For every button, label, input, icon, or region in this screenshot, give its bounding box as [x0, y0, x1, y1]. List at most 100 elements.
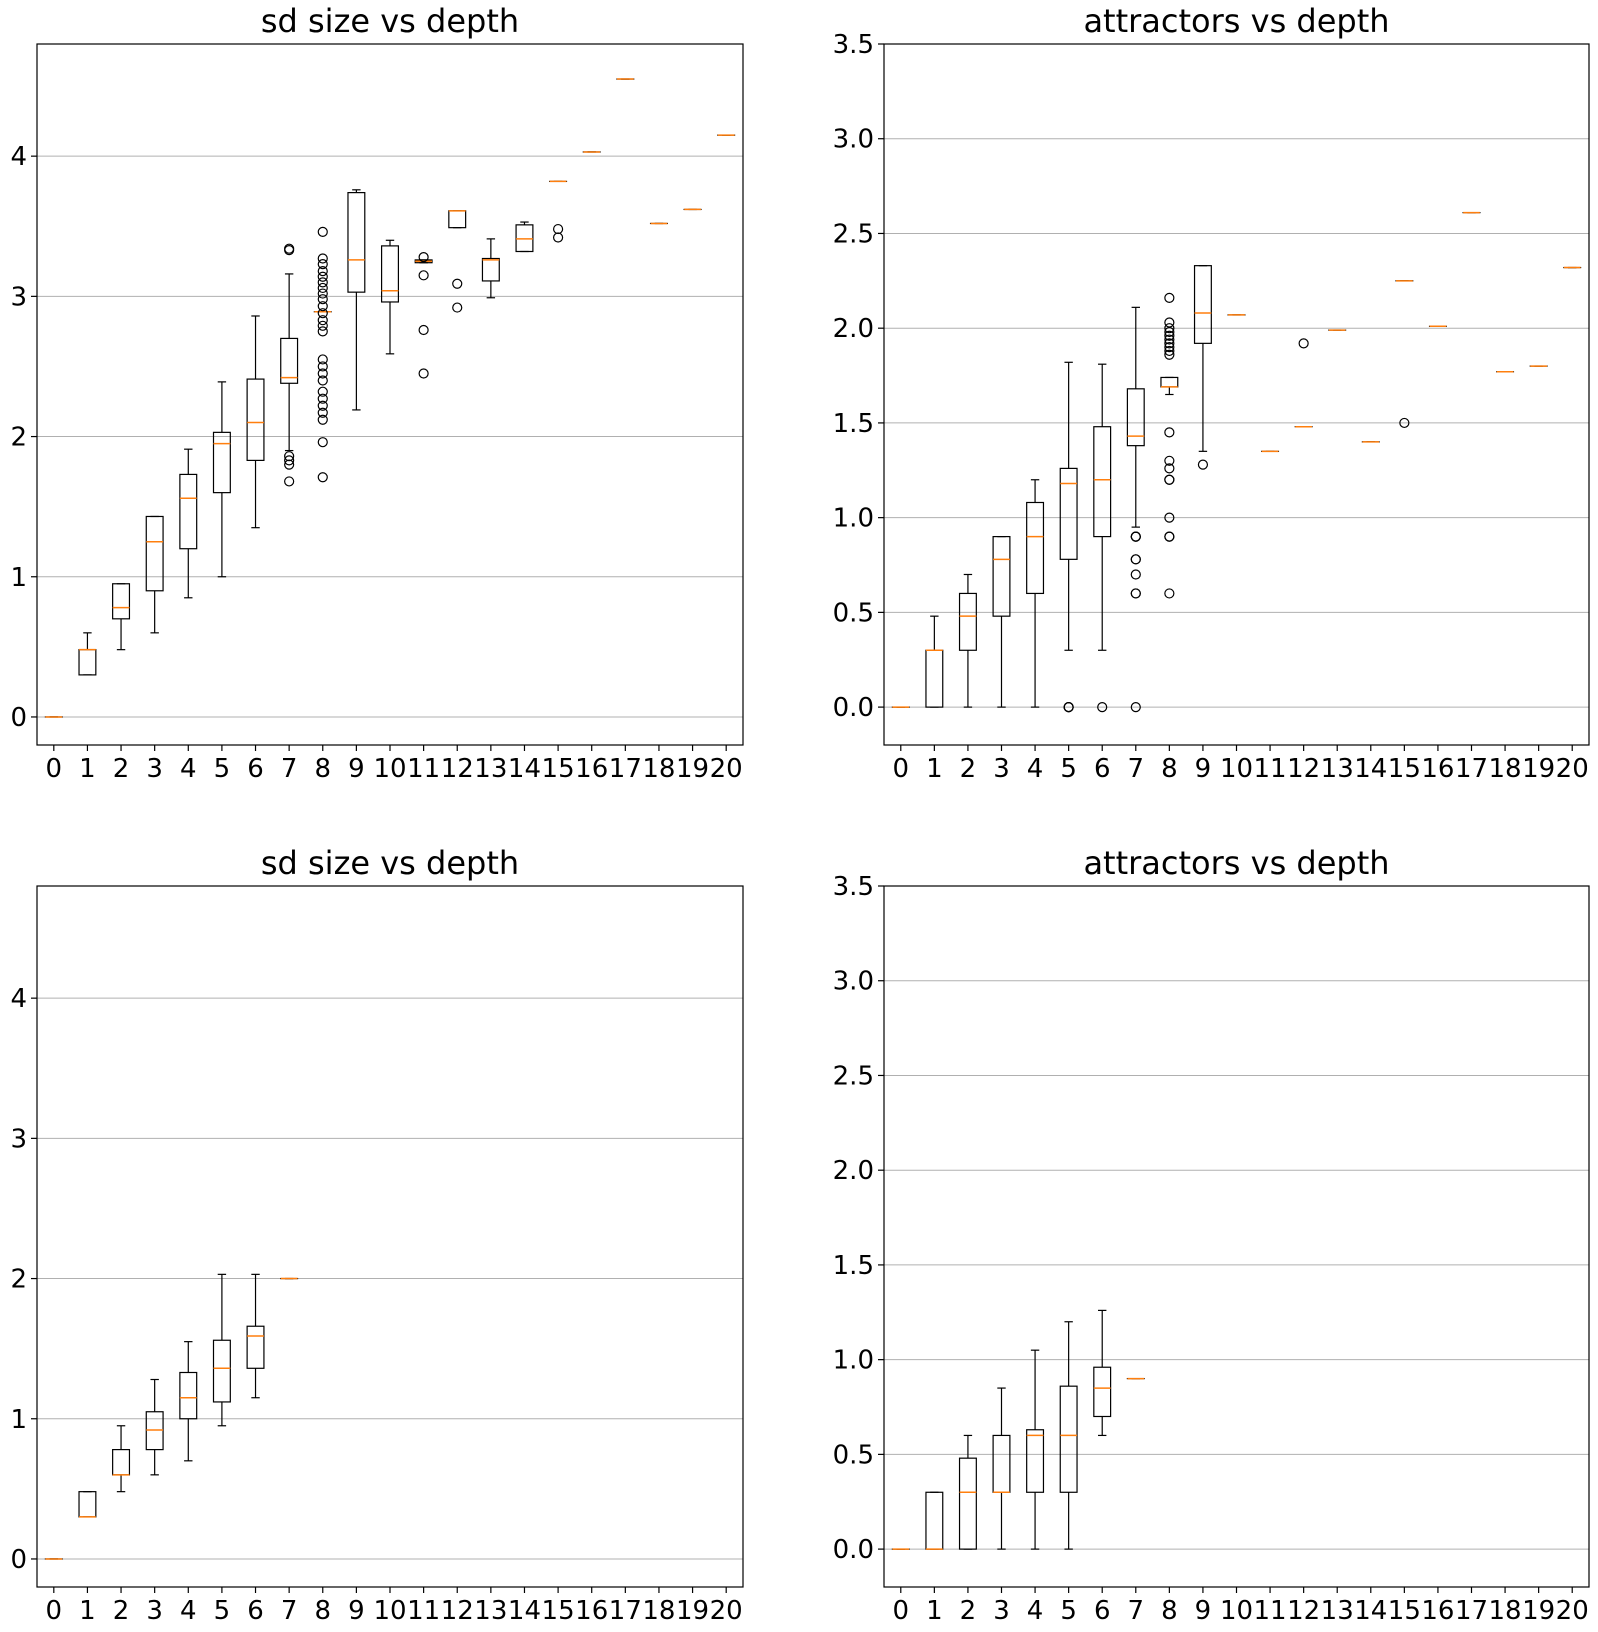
box-4 — [179, 1341, 198, 1462]
x-tick-label: 6 — [247, 1596, 264, 1626]
box-body — [448, 210, 467, 229]
box-5 — [212, 1273, 231, 1427]
x-tick-label: 3 — [146, 1596, 163, 1626]
flier-point — [452, 302, 463, 313]
y-tick-label: 1.5 — [833, 1251, 874, 1281]
flier-point — [552, 232, 564, 243]
x-tick-label: 4 — [1027, 1596, 1044, 1626]
flier-point — [317, 253, 328, 264]
x-tick-label: 15 — [542, 754, 575, 784]
chart-title: attractors vs depth — [1083, 2, 1389, 40]
flier-point — [317, 437, 328, 448]
box-12 — [1294, 338, 1313, 428]
flier-point — [1164, 330, 1175, 341]
x-tick-label: 13 — [1321, 1596, 1354, 1626]
x-tick-label: 17 — [609, 1596, 642, 1626]
x-tick-label: 20 — [1556, 754, 1589, 784]
x-tick-label: 10 — [1220, 754, 1253, 784]
x-tick-label: 14 — [508, 1596, 541, 1626]
x-tick-label: 11 — [407, 1596, 440, 1626]
y-tick-label: 2.5 — [833, 1061, 874, 1091]
flier-point — [317, 375, 328, 386]
x-tick-label: 7 — [281, 754, 298, 784]
box-2 — [958, 573, 977, 708]
box-body — [246, 378, 265, 461]
chart-panel-1: 0.00.51.01.52.02.53.03.50 1 2 3 4 5 6 7 8 9 10 11 12… — [833, 2, 1590, 784]
box-body — [1026, 1429, 1045, 1493]
box-body — [246, 1325, 265, 1369]
x-tick-label: 12 — [1287, 754, 1320, 784]
y-tick-label: 1.0 — [833, 504, 874, 534]
flier-point — [418, 324, 429, 336]
x-tick-label: 8 — [1161, 754, 1178, 784]
y-tick-label: 1.0 — [833, 1346, 874, 1376]
y-tick-label: 0 — [10, 703, 27, 733]
x-tick-label: 10 — [1220, 1596, 1253, 1626]
flier-point — [1130, 588, 1141, 599]
box-8 — [313, 226, 332, 483]
flier-point — [317, 266, 328, 277]
box-12 — [448, 210, 467, 313]
x-tick-label: 18 — [642, 754, 675, 784]
y-tick-label: 4 — [10, 142, 27, 172]
y-tick-label: 1.5 — [833, 409, 874, 439]
x-tick-label: 6 — [1094, 754, 1111, 784]
chart-title: attractors vs depth — [1083, 844, 1389, 882]
box-5 — [1059, 1321, 1078, 1550]
flier-point — [317, 386, 328, 397]
x-tick-label: 6 — [247, 754, 264, 784]
flier-point — [1164, 292, 1175, 303]
x-tick-label: 7 — [1128, 754, 1145, 784]
box-9 — [1193, 265, 1212, 470]
x-tick-label: 7 — [281, 1596, 298, 1626]
x-tick-label: 4 — [180, 1596, 197, 1626]
y-tick-label: 2 — [10, 423, 27, 453]
y-tick-label: 0.5 — [833, 598, 874, 628]
flier-point — [1063, 702, 1074, 713]
box-1 — [925, 1491, 944, 1550]
flier-point — [317, 271, 328, 282]
box-body — [481, 257, 500, 282]
box-6 — [1093, 363, 1112, 713]
flier-point — [1197, 459, 1209, 470]
box-5 — [212, 381, 231, 578]
flier-point — [1130, 702, 1141, 713]
box-1 — [78, 632, 97, 676]
box-4 — [179, 448, 198, 599]
x-tick-label: 17 — [609, 754, 642, 784]
chart-panel-3: 0.00.51.01.52.02.53.03.50 1 2 3 4 5 6 7 8 9 10 11 12… — [833, 844, 1590, 1626]
box-8 — [1160, 292, 1179, 599]
x-tick-label: 16 — [575, 1596, 608, 1626]
box-body — [925, 649, 944, 708]
box-2 — [958, 1434, 977, 1550]
box-body — [1026, 501, 1045, 595]
flier-point — [317, 320, 328, 331]
flier-point — [284, 476, 295, 487]
chart-title: sd size vs depth — [261, 844, 519, 882]
x-tick-label: 12 — [1287, 1596, 1320, 1626]
y-tick-label: 3 — [10, 1124, 27, 1154]
y-tick-label: 2.0 — [833, 314, 874, 344]
x-tick-label: 9 — [1195, 1596, 1212, 1626]
box-body — [112, 1449, 131, 1476]
flier-point — [1164, 512, 1175, 523]
y-tick-label: 0.5 — [833, 1440, 874, 1470]
box-11 — [414, 252, 433, 379]
x-tick-label: 4 — [180, 754, 197, 784]
box-body — [212, 431, 231, 494]
x-tick-label: 9 — [348, 754, 365, 784]
x-tick-label: 14 — [1354, 754, 1387, 784]
x-tick-label: 20 — [710, 754, 743, 784]
x-tick-label: 16 — [1421, 1596, 1454, 1626]
x-tick-label: 7 — [1128, 1596, 1145, 1626]
flier-point — [1164, 338, 1175, 349]
flier-point — [317, 308, 328, 319]
flier-point — [284, 243, 295, 254]
box-1 — [78, 1491, 97, 1518]
flier-point — [552, 223, 564, 235]
box-body — [1059, 1385, 1078, 1493]
flier-point — [418, 368, 429, 379]
box-body — [145, 515, 164, 592]
axes-frame — [36, 885, 744, 1588]
